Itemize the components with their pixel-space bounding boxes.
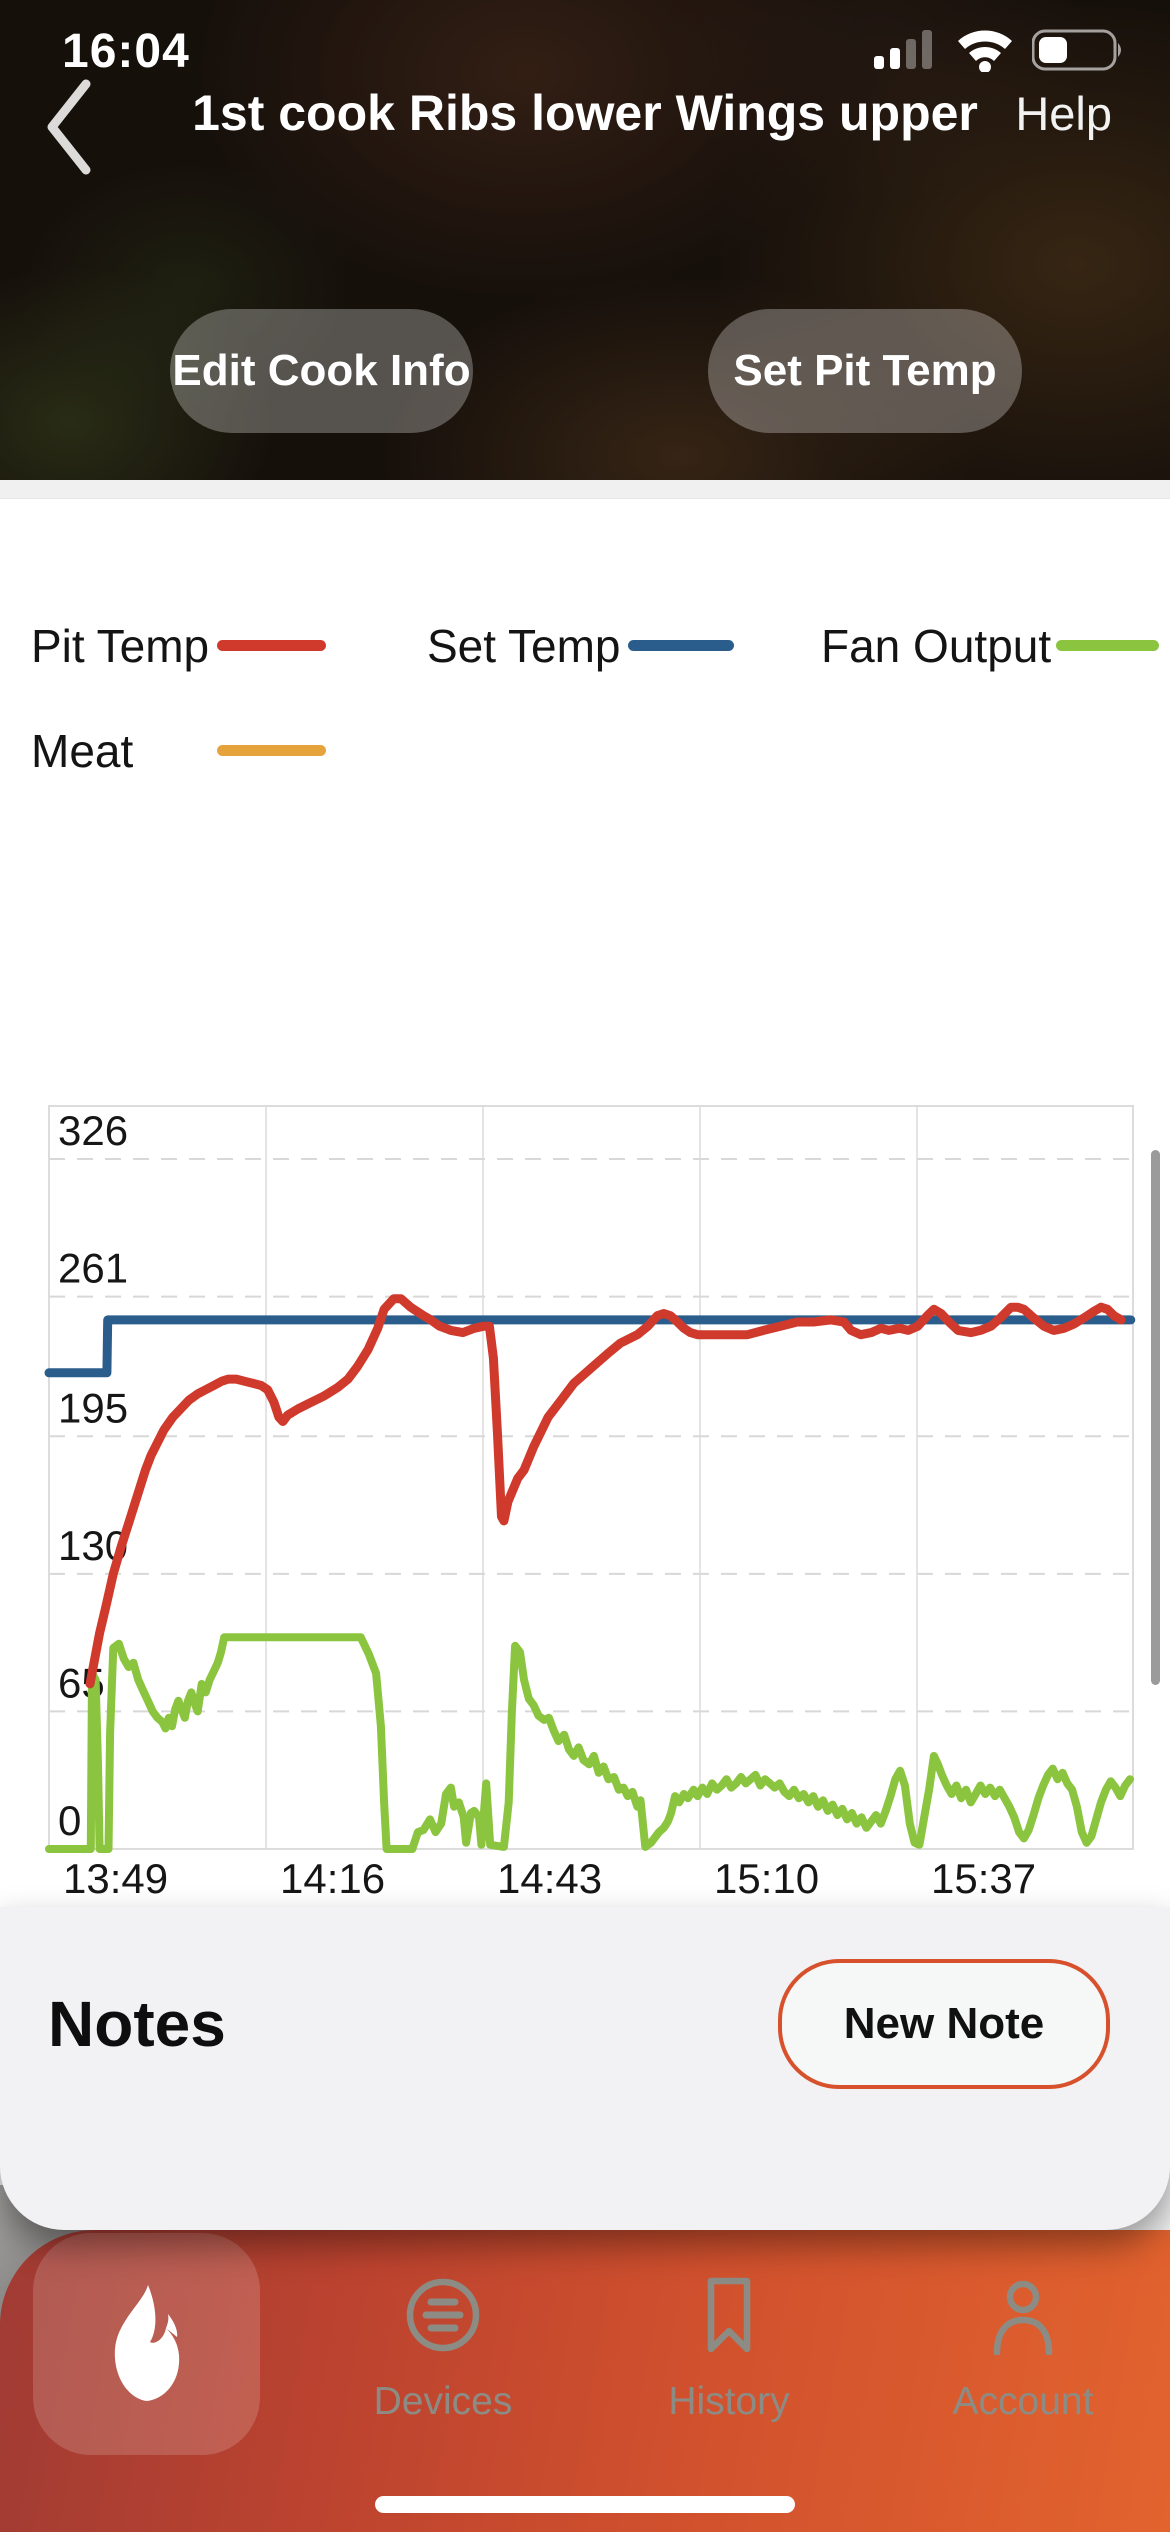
chart-card: Pit Temp Set Temp Fan Output Meat 13:49 1… <box>0 480 1170 1907</box>
legend-label-set-temp: Set Temp <box>427 620 621 672</box>
tab-devices[interactable]: Devices <box>333 2230 553 2460</box>
notes-heading: Notes <box>48 1988 226 2060</box>
tab-label: Account <box>952 2380 1094 2423</box>
svg-text:15:37: 15:37 <box>931 1855 1036 1902</box>
svg-text:14:16: 14:16 <box>280 1855 385 1902</box>
devices-icon <box>403 2275 483 2360</box>
help-link[interactable]: Help <box>1015 87 1112 140</box>
scrollbar[interactable] <box>1151 1150 1160 1685</box>
tab-history[interactable]: History <box>619 2230 839 2460</box>
status-bar: 16:04 <box>0 18 1170 78</box>
page-title: 1st cook Ribs lower Wings upper <box>192 85 978 141</box>
legend-label-fan-output: Fan Output <box>821 620 1052 672</box>
cook-header: 16:04 <box>0 0 1170 480</box>
tab-label: History <box>668 2380 790 2423</box>
notes-section: Notes New Note <box>0 1907 1170 2230</box>
divider <box>0 480 1170 499</box>
svg-text:195: 195 <box>58 1384 128 1431</box>
status-time: 16:04 <box>62 25 190 78</box>
home-indicator[interactable] <box>375 2496 795 2513</box>
cellular-signal-icon <box>874 28 938 77</box>
svg-text:261: 261 <box>58 1245 128 1292</box>
tab-bar: Devices History Account <box>0 2230 1170 2532</box>
battery-icon <box>1031 28 1124 77</box>
legend-swatch-pit-temp <box>217 640 326 651</box>
legend-swatch-set-temp <box>628 640 734 651</box>
set-pit-temp-button[interactable]: Set Pit Temp <box>708 309 1022 433</box>
svg-text:13:49: 13:49 <box>63 1855 168 1902</box>
new-note-button[interactable]: New Note <box>778 1959 1110 2089</box>
tab-account[interactable]: Account <box>913 2230 1133 2460</box>
legend-label-pit-temp: Pit Temp <box>31 620 210 672</box>
temperature-chart[interactable]: 13:49 14:16 14:43 15:10 15:37 0 65 130 195 261 326 <box>0 1095 1170 1907</box>
wifi-icon <box>956 28 1014 77</box>
svg-text:0: 0 <box>58 1797 81 1844</box>
tab-cook-active[interactable] <box>33 2233 260 2455</box>
history-icon <box>689 2275 769 2360</box>
account-icon <box>983 2275 1063 2360</box>
back-button[interactable] <box>38 72 98 182</box>
legend-label-meat: Meat <box>31 725 134 777</box>
legend-swatch-meat <box>217 745 326 756</box>
tab-label: Devices <box>373 2380 513 2423</box>
legend-swatch-fan-output <box>1056 640 1159 651</box>
edit-cook-info-button[interactable]: Edit Cook Info <box>170 309 473 433</box>
svg-text:14:43: 14:43 <box>497 1855 602 1902</box>
svg-text:326: 326 <box>58 1107 128 1154</box>
svg-text:15:10: 15:10 <box>714 1855 819 1902</box>
